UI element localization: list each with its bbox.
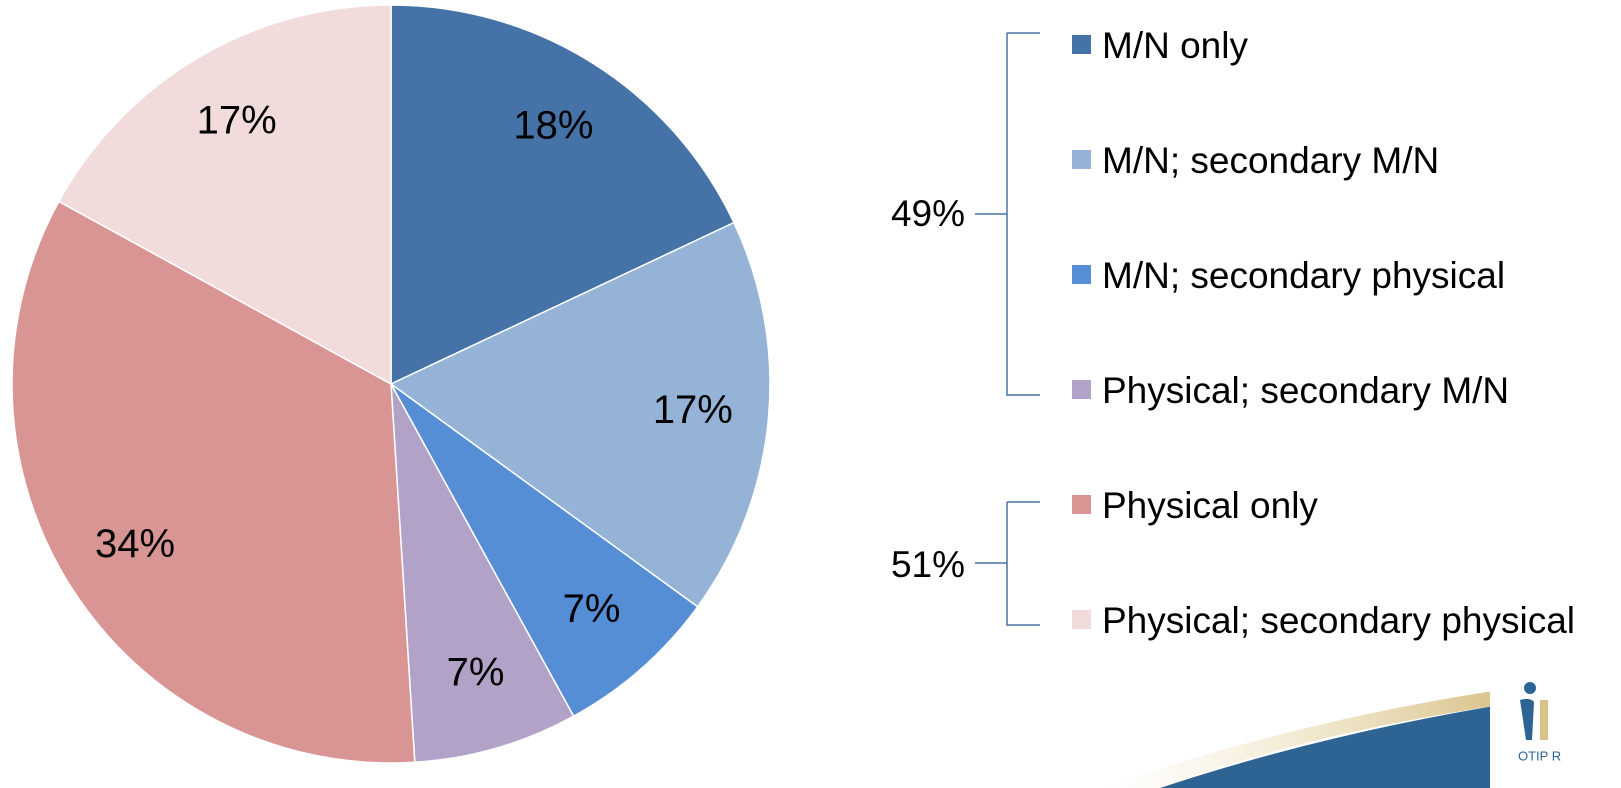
legend-label: Physical; secondary M/N bbox=[1102, 370, 1510, 411]
slice-label: 7% bbox=[447, 651, 505, 695]
pie-slice bbox=[390, 4, 735, 386]
slice-label: 18% bbox=[513, 104, 593, 148]
group-bracket bbox=[975, 501, 1040, 626]
legend-label: M/N; secondary M/N bbox=[1102, 140, 1440, 181]
slice-label: 34% bbox=[95, 522, 175, 566]
slice-label: 17% bbox=[197, 99, 277, 143]
logo-icon bbox=[1540, 700, 1548, 740]
pie-slice bbox=[390, 383, 699, 718]
group-label: 51% bbox=[891, 544, 965, 585]
pie-slice bbox=[390, 383, 575, 764]
legend-swatch bbox=[1072, 495, 1091, 514]
group-bracket bbox=[975, 32, 1040, 396]
logo-bg bbox=[1490, 690, 1621, 788]
slice-label: 17% bbox=[653, 388, 733, 432]
legend-swatch bbox=[1072, 265, 1091, 284]
legend-swatch bbox=[1072, 610, 1091, 629]
pie: 18% 17% 7% 7% 34% 17% bbox=[11, 4, 771, 764]
group-label: 49% bbox=[891, 193, 965, 234]
logo-icon bbox=[1524, 682, 1536, 694]
logo-swoosh bbox=[1100, 690, 1500, 788]
legend-label: M/N; secondary physical bbox=[1102, 255, 1506, 296]
pie-slice bbox=[389, 221, 771, 608]
legend-label: Physical only bbox=[1102, 485, 1318, 526]
logo-text: OTIP R bbox=[1518, 748, 1561, 763]
legend-swatch bbox=[1072, 35, 1091, 54]
legend-label: Physical; secondary physical bbox=[1102, 600, 1575, 641]
slice-label: 7% bbox=[563, 587, 621, 631]
logo-icon bbox=[1520, 698, 1534, 740]
legend-swatch bbox=[1072, 150, 1091, 169]
pie-slice bbox=[57, 4, 392, 386]
legend-label: M/N only bbox=[1102, 25, 1248, 66]
legend-swatch bbox=[1072, 380, 1091, 399]
